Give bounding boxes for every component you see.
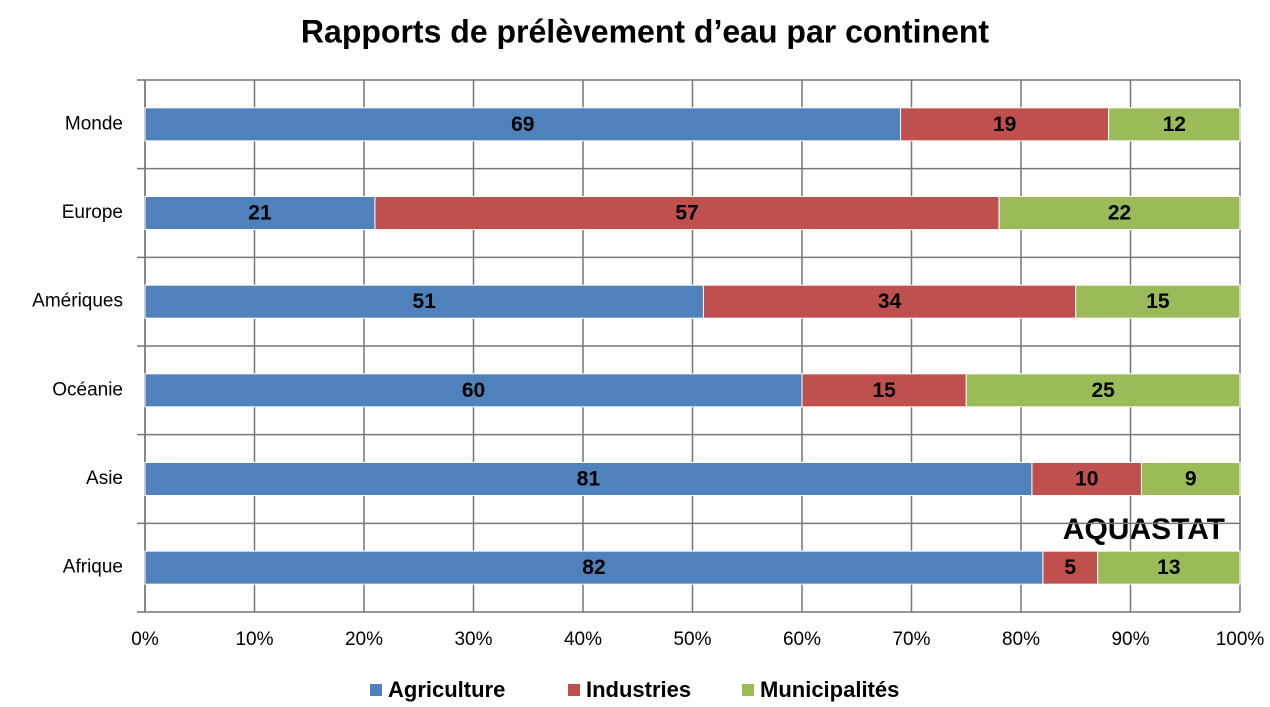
- legend-swatch: [568, 684, 580, 696]
- y-tick-label: Monde: [65, 113, 123, 134]
- data-label: 12: [1163, 113, 1186, 136]
- bar-segment: [1075, 284, 1241, 319]
- data-label: 57: [675, 202, 698, 225]
- data-label: 9: [1185, 468, 1197, 491]
- bar-segment: [900, 107, 1110, 142]
- annotation: AQUASTAT: [1063, 513, 1225, 546]
- data-label: 21: [248, 202, 272, 225]
- x-tick-label: 50%: [673, 629, 711, 650]
- bar-segment: [1097, 550, 1241, 585]
- legend-swatch: [370, 684, 382, 696]
- y-tick-label: Afrique: [63, 557, 123, 578]
- x-tick-label: 60%: [783, 629, 821, 650]
- legend-label: Agriculture: [388, 677, 505, 702]
- data-label: 51: [413, 290, 437, 313]
- bar-segment: [998, 196, 1241, 230]
- chart-title: Rapports de prélèvement d’eau par contin…: [301, 13, 989, 49]
- x-tick-label: 10%: [235, 629, 273, 650]
- bar-segment: [702, 284, 1077, 319]
- legend-label: Municipalités: [760, 677, 899, 702]
- data-label: 69: [511, 113, 534, 136]
- data-label: 19: [993, 113, 1016, 136]
- x-tick-label: 20%: [345, 629, 383, 650]
- data-label: 81: [577, 468, 601, 491]
- bar-segment: [144, 107, 902, 142]
- x-tick-label: 90%: [1111, 629, 1149, 650]
- data-label: 34: [878, 290, 902, 313]
- data-label: 82: [582, 556, 605, 579]
- legend-swatch: [742, 684, 754, 696]
- x-tick-label: 0%: [131, 629, 159, 650]
- bar-segment: [1031, 462, 1142, 496]
- bar-segment: [144, 284, 704, 319]
- bar-segment: [801, 373, 967, 408]
- y-tick-label: Amériques: [32, 291, 123, 312]
- bar-segment: [144, 196, 376, 230]
- bar-segment: [965, 373, 1241, 408]
- bar-segment: [374, 196, 1000, 230]
- data-label: 22: [1108, 202, 1131, 225]
- x-tick-label: 80%: [1002, 629, 1040, 650]
- y-tick-label: Europe: [62, 202, 123, 223]
- x-tick-label: 100%: [1216, 629, 1265, 650]
- data-label: 15: [1146, 290, 1170, 313]
- x-tick-label: 40%: [564, 629, 602, 650]
- data-label: 25: [1091, 379, 1115, 402]
- legend-label: Industries: [586, 677, 691, 702]
- y-tick-label: Asie: [86, 468, 123, 489]
- data-label: 10: [1075, 468, 1098, 491]
- bar-segment: [1140, 462, 1241, 496]
- data-label: 15: [872, 379, 896, 402]
- x-tick-label: 30%: [454, 629, 492, 650]
- data-label: 5: [1064, 556, 1076, 579]
- data-label: 13: [1157, 556, 1180, 579]
- bar-segment: [1108, 107, 1241, 142]
- data-label: 60: [462, 379, 485, 402]
- y-tick-label: Océanie: [52, 379, 123, 400]
- bar-segment: [144, 373, 803, 408]
- x-tick-label: 70%: [892, 629, 930, 650]
